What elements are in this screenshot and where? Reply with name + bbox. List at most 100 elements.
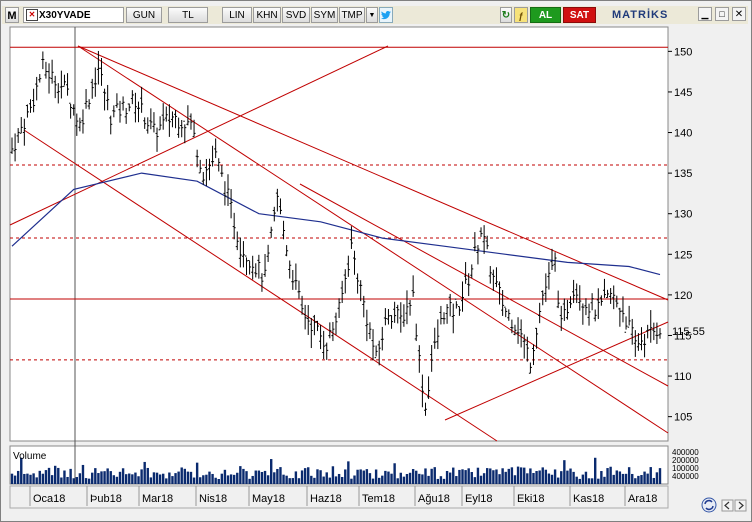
volume-bar — [374, 469, 378, 484]
volume-tick-label: 400000 — [672, 448, 699, 457]
volume-bar — [516, 466, 520, 484]
volume-bar — [415, 470, 418, 484]
volume-bar — [563, 460, 566, 484]
volume-bar — [205, 474, 208, 484]
volume-bar — [279, 467, 282, 484]
volume-bar — [627, 467, 631, 484]
volume-bar — [621, 473, 625, 484]
volume-bar — [202, 475, 205, 484]
volume-bar — [149, 477, 153, 484]
volume-bar — [618, 471, 622, 484]
volume-bar — [569, 468, 572, 484]
volume-bar — [72, 478, 75, 484]
volume-bar — [118, 471, 122, 484]
twitter-icon[interactable] — [379, 7, 393, 23]
volume-bar — [581, 474, 585, 484]
volume-bar — [316, 469, 319, 484]
volume-bar — [325, 472, 328, 484]
volume-bar — [624, 473, 628, 484]
volume-bar — [526, 473, 529, 484]
volume-bar — [137, 476, 140, 484]
volume-bar — [195, 462, 199, 484]
x-tick-label: Nis18 — [199, 493, 227, 505]
volume-bar — [479, 475, 483, 484]
volume-bar — [587, 478, 591, 484]
volume-bar — [266, 475, 270, 484]
volume-bar — [307, 467, 310, 484]
volume-bar — [220, 473, 224, 484]
trend-line-0 — [77, 45, 669, 301]
scale-button[interactable]: LIN — [222, 7, 252, 23]
y-tick-label: 120 — [674, 290, 692, 302]
close-symbol-icon[interactable]: ✕ — [26, 9, 38, 22]
last-price-label: 115.55 — [672, 326, 705, 338]
minimize-icon[interactable]: ▁ — [698, 7, 712, 21]
volume-bar — [387, 471, 390, 484]
volume-bar — [353, 475, 356, 484]
volume-bar — [328, 477, 332, 484]
scroll-arrows-icon[interactable] — [721, 499, 734, 512]
sym-button[interactable]: SYM — [311, 7, 338, 23]
volume-label: Volume — [13, 451, 47, 462]
volume-bar — [461, 469, 464, 484]
close-window-icon[interactable]: ✕ — [732, 7, 746, 21]
volume-bar — [584, 471, 588, 484]
volume-bar — [368, 473, 372, 484]
volume-bar — [155, 472, 159, 484]
dropdown-arrow-icon[interactable]: ▼ — [366, 7, 378, 23]
volume-bar — [405, 473, 409, 484]
volume-bar — [578, 478, 581, 484]
volume-bar — [303, 468, 307, 484]
volume-bar — [495, 469, 498, 484]
volume-bar — [229, 474, 233, 484]
formula-icon[interactable]: ƒ — [514, 7, 528, 23]
svd-button[interactable]: SVD — [282, 7, 310, 23]
menu-button[interactable]: M — [5, 7, 19, 23]
volume-bar — [115, 476, 119, 484]
volume-bar — [362, 470, 365, 484]
volume-bar — [245, 471, 248, 484]
volume-bar — [254, 470, 257, 484]
volume-bar — [631, 473, 634, 484]
volume-bar — [232, 474, 236, 484]
refresh-icon[interactable]: ↻ — [500, 7, 512, 23]
volume-bar — [590, 478, 594, 484]
khn-button[interactable]: KHN — [253, 7, 281, 23]
volume-bar — [273, 472, 276, 484]
volume-bar — [371, 478, 375, 484]
volume-bar — [430, 468, 433, 484]
volume-bar — [75, 477, 78, 484]
maximize-icon[interactable]: □ — [715, 7, 729, 21]
volume-bar — [445, 470, 449, 484]
volume-bar — [652, 477, 656, 484]
volume-bar — [174, 473, 177, 484]
volume-bar — [16, 470, 20, 484]
trend-line-5 — [299, 183, 669, 387]
currency-button[interactable]: TL — [168, 7, 208, 23]
volume-bar — [439, 476, 443, 484]
volume-bar — [211, 473, 214, 484]
symbol-selector[interactable]: ✕ X30YVADE — [23, 7, 124, 23]
volume-bar — [97, 473, 100, 484]
volume-bar — [35, 477, 38, 484]
refresh-chart-icon[interactable] — [701, 497, 717, 513]
volume-bar — [300, 470, 304, 484]
volume-bar — [649, 467, 652, 484]
period-button[interactable]: GUN — [126, 7, 162, 23]
volume-bar — [606, 468, 609, 484]
volume-bar — [470, 472, 473, 484]
tmp-button[interactable]: TMP — [339, 7, 365, 23]
volume-bar — [436, 478, 440, 484]
volume-tick-label: 100000 — [672, 464, 699, 473]
sell-button[interactable]: SAT — [563, 7, 596, 23]
volume-bar — [594, 457, 597, 484]
volume-bar — [340, 476, 344, 484]
scroll-right-icon[interactable] — [734, 499, 747, 512]
volume-bar — [310, 475, 313, 484]
volume-bar — [655, 472, 659, 484]
x-tick-label: Eyl18 — [465, 493, 493, 505]
volume-bar — [498, 474, 501, 484]
volume-bar — [381, 475, 384, 484]
buy-button[interactable]: AL — [530, 7, 561, 23]
volume-bar — [427, 475, 430, 484]
